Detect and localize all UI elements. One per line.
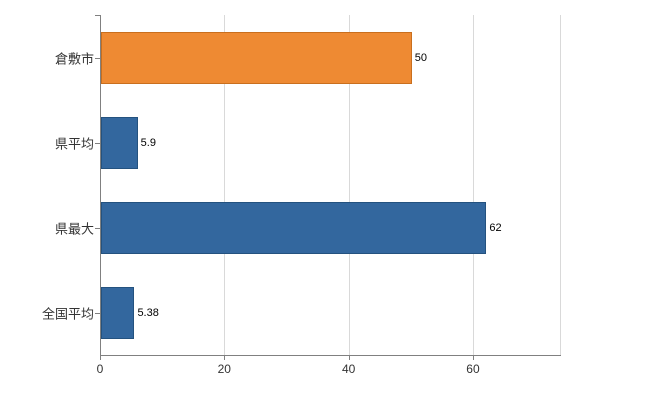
category-label-県最大: 県最大 — [54, 221, 94, 236]
x-axis-tick — [100, 355, 101, 360]
x-axis-tick — [224, 355, 226, 360]
y-axis-top-tick — [95, 15, 100, 16]
y-axis-tick — [95, 312, 100, 314]
y-axis-tick — [95, 142, 100, 144]
x-tick-label-60: 60 — [466, 362, 480, 376]
gridline-x-20 — [224, 15, 226, 355]
gridline-x-40 — [348, 15, 350, 355]
bar-value-label: 62 — [489, 221, 502, 234]
x-tick-label-20: 20 — [217, 362, 231, 376]
x-tick-label-40: 40 — [341, 362, 356, 376]
bar-全国平均[interactable] — [101, 286, 135, 339]
bar-県平均[interactable] — [101, 116, 138, 169]
x-tick-label-0: 0 — [96, 362, 104, 376]
bar-県最大[interactable] — [101, 201, 487, 254]
gridline-x-60 — [472, 15, 474, 355]
category-label-県平均: 県平均 — [54, 136, 94, 151]
x-axis-line — [100, 355, 561, 356]
category-label-全国平均: 全国平均 — [41, 306, 94, 321]
bar-value-label: 50 — [414, 51, 428, 64]
y-axis-tick — [95, 227, 100, 229]
y-axis-tick — [95, 57, 100, 59]
category-label-倉敷市: 倉敷市 — [54, 51, 94, 66]
x-axis-tick — [472, 355, 474, 360]
bar-倉敷市[interactable] — [101, 31, 412, 84]
plot-right-border — [560, 15, 561, 355]
bar-value-label: 5.9 — [140, 136, 156, 149]
y-axis-line — [100, 15, 101, 355]
x-axis-tick — [348, 355, 350, 360]
bar-value-label: 5.38 — [137, 306, 159, 319]
plot-area — [100, 15, 561, 355]
